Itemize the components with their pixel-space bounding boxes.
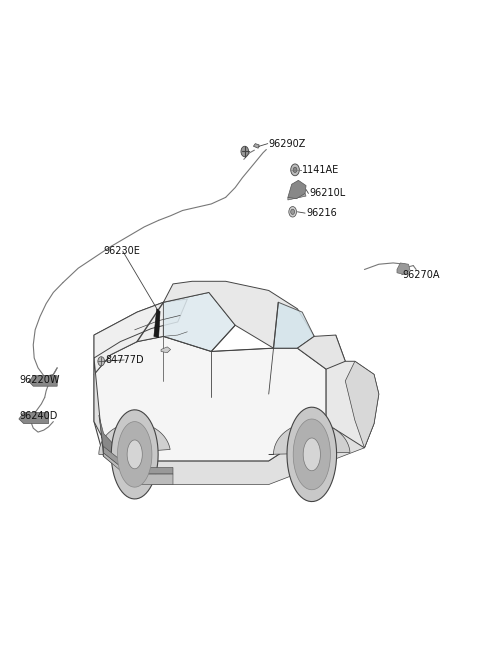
Polygon shape <box>293 419 330 489</box>
Polygon shape <box>118 422 152 487</box>
Polygon shape <box>99 415 120 463</box>
Text: 1141AE: 1141AE <box>302 165 339 175</box>
Circle shape <box>291 209 295 214</box>
Circle shape <box>241 147 249 157</box>
Polygon shape <box>28 376 57 386</box>
Circle shape <box>98 357 105 366</box>
Polygon shape <box>99 423 170 455</box>
Polygon shape <box>161 347 170 353</box>
Polygon shape <box>298 335 345 369</box>
Polygon shape <box>163 281 314 348</box>
Polygon shape <box>104 424 374 484</box>
Polygon shape <box>303 438 321 471</box>
Text: 96210L: 96210L <box>310 189 346 198</box>
Text: 96270A: 96270A <box>403 270 440 280</box>
Polygon shape <box>269 423 350 455</box>
Polygon shape <box>94 299 187 358</box>
Polygon shape <box>326 335 379 448</box>
Text: 96230E: 96230E <box>104 246 141 256</box>
Polygon shape <box>163 292 235 351</box>
Polygon shape <box>111 410 158 499</box>
Circle shape <box>291 164 300 175</box>
Polygon shape <box>154 309 160 338</box>
Text: 96290Z: 96290Z <box>269 139 306 148</box>
Polygon shape <box>288 180 306 198</box>
Polygon shape <box>274 302 314 348</box>
Text: 96220W: 96220W <box>20 374 60 384</box>
Polygon shape <box>19 413 48 424</box>
Text: 96216: 96216 <box>306 208 337 218</box>
Polygon shape <box>94 302 163 374</box>
Polygon shape <box>94 336 326 461</box>
Polygon shape <box>288 193 306 200</box>
Text: 96240D: 96240D <box>20 411 58 420</box>
Polygon shape <box>345 361 379 448</box>
Circle shape <box>293 168 297 173</box>
Text: 84777D: 84777D <box>105 355 144 365</box>
Polygon shape <box>94 358 104 457</box>
Polygon shape <box>127 440 142 469</box>
Polygon shape <box>104 447 173 474</box>
Circle shape <box>289 206 297 217</box>
Polygon shape <box>287 407 336 501</box>
Polygon shape <box>104 453 173 484</box>
Polygon shape <box>397 263 410 275</box>
Polygon shape <box>253 144 259 148</box>
